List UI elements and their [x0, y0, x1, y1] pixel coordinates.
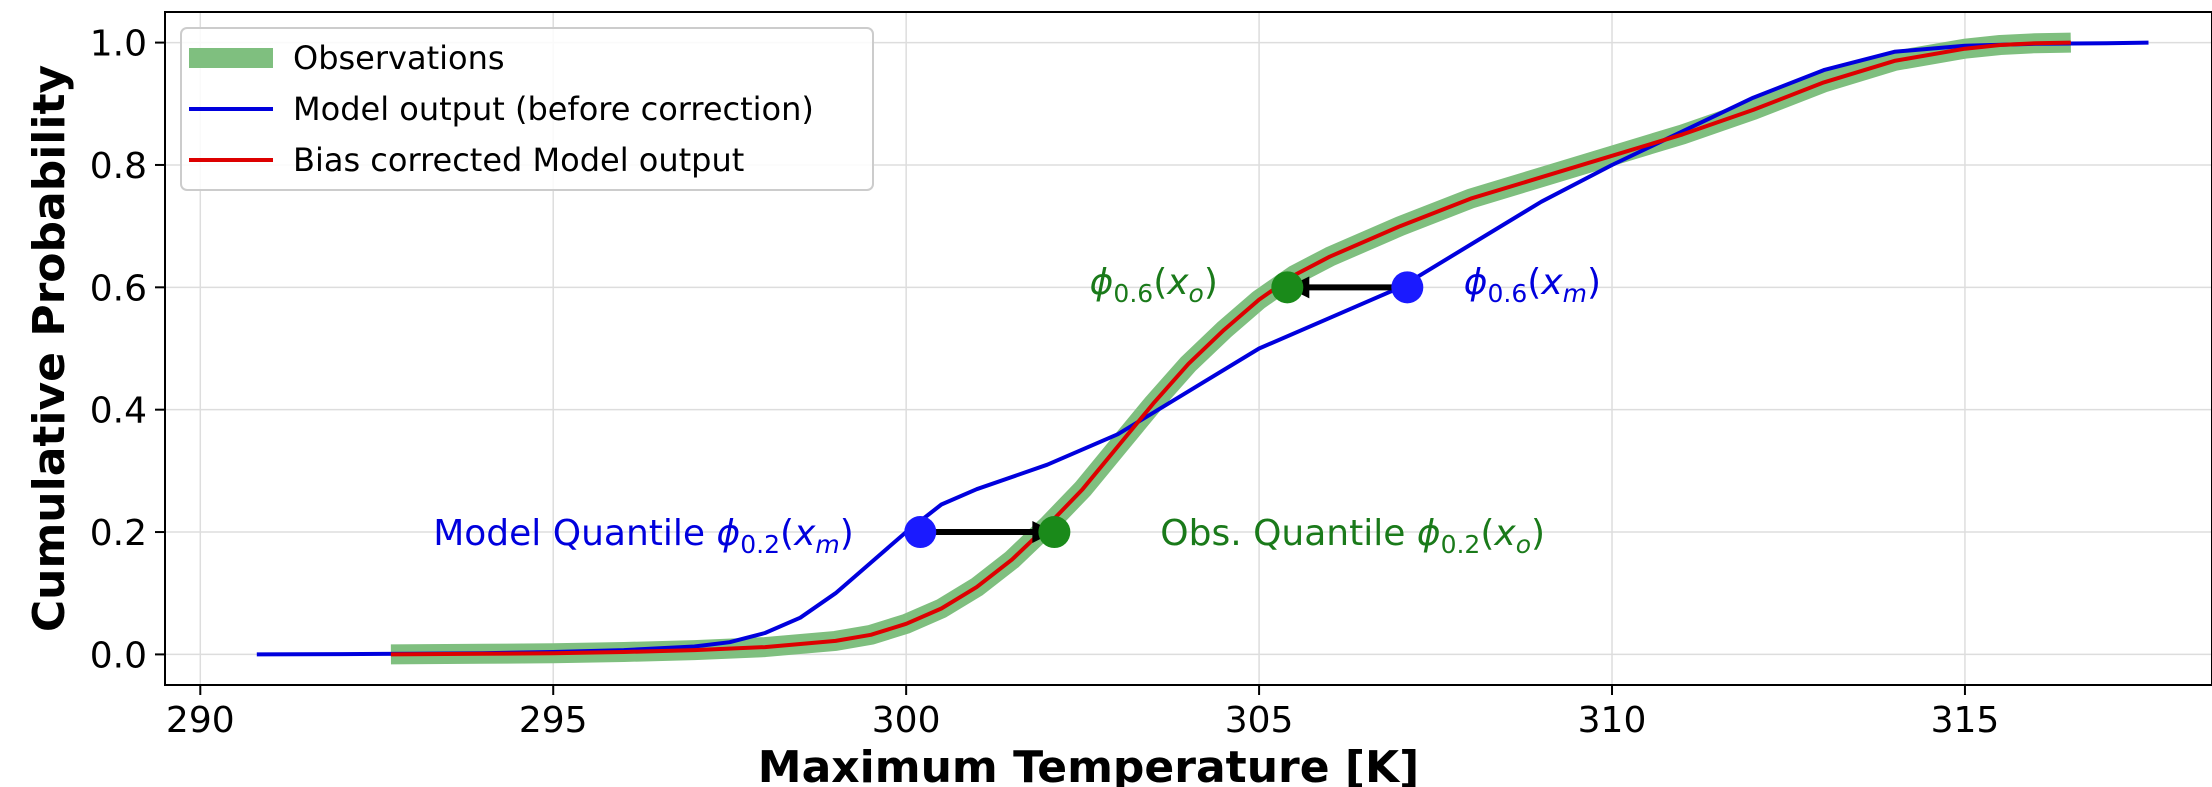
obs-quantile-06-label: ϕ0.6(xo) [1090, 262, 1218, 308]
legend-entry-model-output-label: Model output (before correction) [293, 90, 814, 128]
model-quantile-06-label: ϕ0.6(xm) [1464, 262, 1601, 308]
legend-entry-bias-corrected-label: Bias corrected Model output [293, 141, 744, 179]
y-tick-label: 0.8 [90, 146, 147, 187]
annotation-layer: Model Quantile ϕ0.2(xm) Obs. Quantile ϕ0.… [433, 262, 1601, 559]
model-output-line [256, 40, 2149, 657]
legend-box [180, 27, 874, 191]
y-tick-label: 0.2 [90, 513, 147, 554]
x-tick-label: 300 [872, 700, 941, 741]
model-quantile-02-label: Model Quantile ϕ0.2(xm) [433, 513, 854, 559]
marker-layer [904, 271, 1424, 549]
quantile-marker [904, 516, 937, 549]
y-tick-label: 0.0 [90, 635, 147, 676]
bias-corrected-line [390, 40, 2071, 657]
y-tick-label: 1.0 [90, 24, 147, 65]
x-tick-label: 305 [1225, 700, 1294, 741]
x-tick-label: 290 [166, 700, 235, 741]
obs-quantile-02-label: Obs. Quantile ϕ0.2(xo) [1160, 513, 1545, 559]
y-axis-title: Cumulative Probability [24, 65, 75, 632]
plot-frame [164, 11, 2212, 686]
x-tick-label: 315 [1931, 700, 2000, 741]
y-tick-label: 0.4 [90, 391, 147, 432]
quantile-marker [1391, 271, 1424, 304]
x-axis-title: Maximum Temperature [K] [758, 742, 1419, 787]
x-tick-label: 295 [519, 700, 588, 741]
axis-ticks: 290 295 300 305 310 315 0.0 0.2 0.4 0.6 0.8 1.0 [90, 24, 2000, 741]
series-layer [256, 32, 2149, 665]
y-tick-label: 0.6 [90, 268, 147, 309]
x-tick-label: 310 [1578, 700, 1647, 741]
quantile-marker [1038, 516, 1071, 549]
quantile-marker [1271, 271, 1304, 304]
legend-entry-observations-label: Observations [293, 39, 505, 77]
legend: Observations Model output (before correct… [180, 27, 874, 191]
